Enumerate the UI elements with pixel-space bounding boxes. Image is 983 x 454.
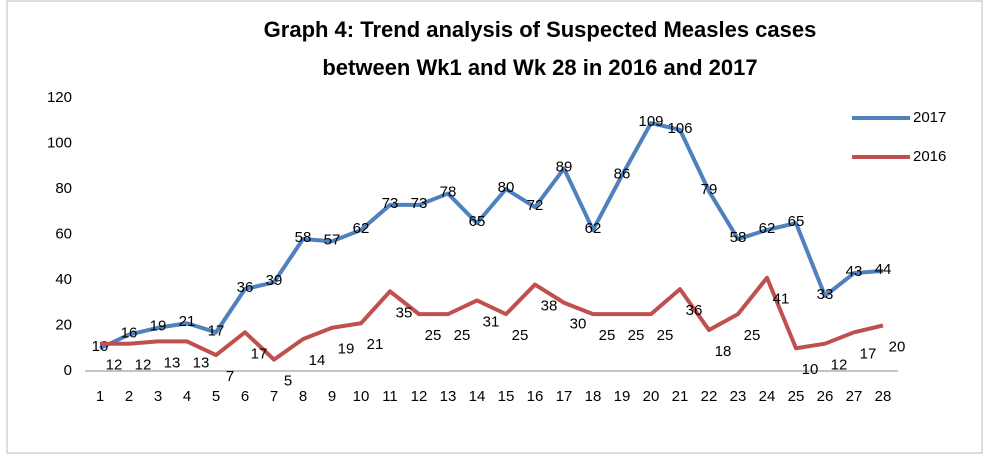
y-tick-label: 100 [47, 134, 72, 151]
data-label: 25 [657, 327, 674, 344]
data-label: 57 [324, 231, 341, 248]
data-label: 36 [686, 302, 703, 319]
data-label: 31 [483, 313, 500, 330]
x-tick-label: 16 [527, 388, 544, 405]
legend-label: 2016 [913, 148, 946, 165]
x-tick-label: 27 [846, 388, 863, 405]
data-label: 44 [875, 261, 892, 278]
data-label: 20 [889, 338, 906, 355]
chart-title: Graph 4: Trend analysis of Suspected Mea… [264, 17, 817, 42]
data-label: 5 [284, 373, 292, 390]
data-label: 43 [846, 263, 863, 280]
x-tick-label: 26 [817, 388, 834, 405]
data-label: 21 [179, 313, 196, 330]
data-label: 10 [92, 338, 109, 355]
y-tick-label: 40 [55, 271, 72, 288]
data-label: 38 [541, 298, 558, 315]
x-tick-label: 11 [382, 388, 398, 405]
data-label: 58 [730, 229, 747, 246]
data-label: 62 [585, 220, 602, 237]
x-tick-label: 17 [556, 388, 573, 405]
data-label: 33 [817, 286, 834, 303]
data-label: 25 [599, 327, 616, 344]
y-tick-label: 120 [47, 89, 72, 106]
x-tick-label: 13 [440, 388, 457, 405]
data-label: 12 [135, 357, 152, 374]
data-label: 19 [338, 341, 355, 358]
x-tick-label: 8 [299, 388, 307, 405]
data-label: 72 [527, 197, 544, 214]
chart-frame [6, 0, 983, 454]
data-label: 73 [411, 195, 428, 212]
series-line [99, 121, 884, 351]
data-label: 19 [150, 318, 167, 335]
x-tick-label: 28 [875, 388, 892, 405]
data-label: 39 [266, 272, 283, 289]
data-label: 62 [353, 220, 370, 237]
data-label: 65 [788, 213, 805, 230]
x-tick-label: 19 [614, 388, 631, 405]
x-tick-label: 10 [353, 388, 370, 405]
data-label: 80 [498, 179, 515, 196]
x-tick-label: 7 [270, 388, 278, 405]
x-tick-label: 12 [411, 388, 428, 405]
data-label: 7 [226, 368, 234, 385]
data-label: 17 [860, 345, 877, 362]
x-tick-label: 6 [241, 388, 249, 405]
x-tick-label: 15 [498, 388, 515, 405]
data-label: 41 [773, 291, 790, 308]
x-tick-label: 23 [730, 388, 747, 405]
x-tick-label: 25 [788, 388, 805, 405]
data-label: 86 [614, 165, 631, 182]
data-label: 17 [208, 322, 225, 339]
data-label: 13 [193, 354, 210, 371]
data-label: 25 [744, 327, 761, 344]
data-label: 12 [831, 357, 848, 374]
x-tick-label: 14 [469, 388, 486, 405]
data-label: 65 [469, 213, 486, 230]
data-label: 58 [295, 229, 312, 246]
data-label: 79 [701, 181, 718, 198]
data-label: 35 [396, 304, 413, 321]
data-label: 10 [802, 361, 819, 378]
data-label: 12 [106, 357, 123, 374]
x-tick-label: 20 [643, 388, 660, 405]
data-label: 16 [121, 325, 138, 342]
chart-title: between Wk1 and Wk 28 in 2016 and 2017 [322, 55, 757, 80]
y-tick-label: 80 [55, 180, 72, 197]
data-label: 36 [237, 279, 254, 296]
x-tick-label: 18 [585, 388, 602, 405]
x-tick-label: 3 [154, 388, 162, 405]
data-label: 25 [628, 327, 645, 344]
data-label: 109 [638, 113, 663, 130]
y-tick-label: 20 [55, 316, 72, 333]
data-label: 14 [309, 352, 326, 369]
data-label: 73 [382, 195, 399, 212]
x-tick-label: 5 [212, 388, 220, 405]
y-tick-label: 0 [64, 362, 72, 379]
data-label: 21 [367, 336, 384, 353]
x-tick-label: 24 [759, 388, 776, 405]
data-label: 62 [759, 220, 776, 237]
data-label: 106 [667, 120, 692, 137]
data-label: 25 [512, 327, 529, 344]
data-label: 17 [251, 345, 268, 362]
x-tick-label: 1 [96, 388, 104, 405]
data-label: 25 [454, 327, 471, 344]
data-label: 18 [715, 343, 732, 360]
data-label: 30 [570, 316, 587, 333]
data-label: 13 [164, 354, 181, 371]
x-tick-label: 2 [125, 388, 133, 405]
data-label: 25 [425, 327, 442, 344]
x-tick-label: 21 [672, 388, 689, 405]
x-tick-label: 9 [328, 388, 336, 405]
x-tick-label: 22 [701, 388, 718, 405]
data-label: 78 [440, 184, 457, 201]
series-line [100, 275, 884, 362]
legend-label: 2017 [913, 109, 946, 126]
x-tick-label: 4 [183, 388, 191, 405]
data-label: 89 [556, 158, 573, 175]
y-tick-label: 60 [55, 225, 72, 242]
